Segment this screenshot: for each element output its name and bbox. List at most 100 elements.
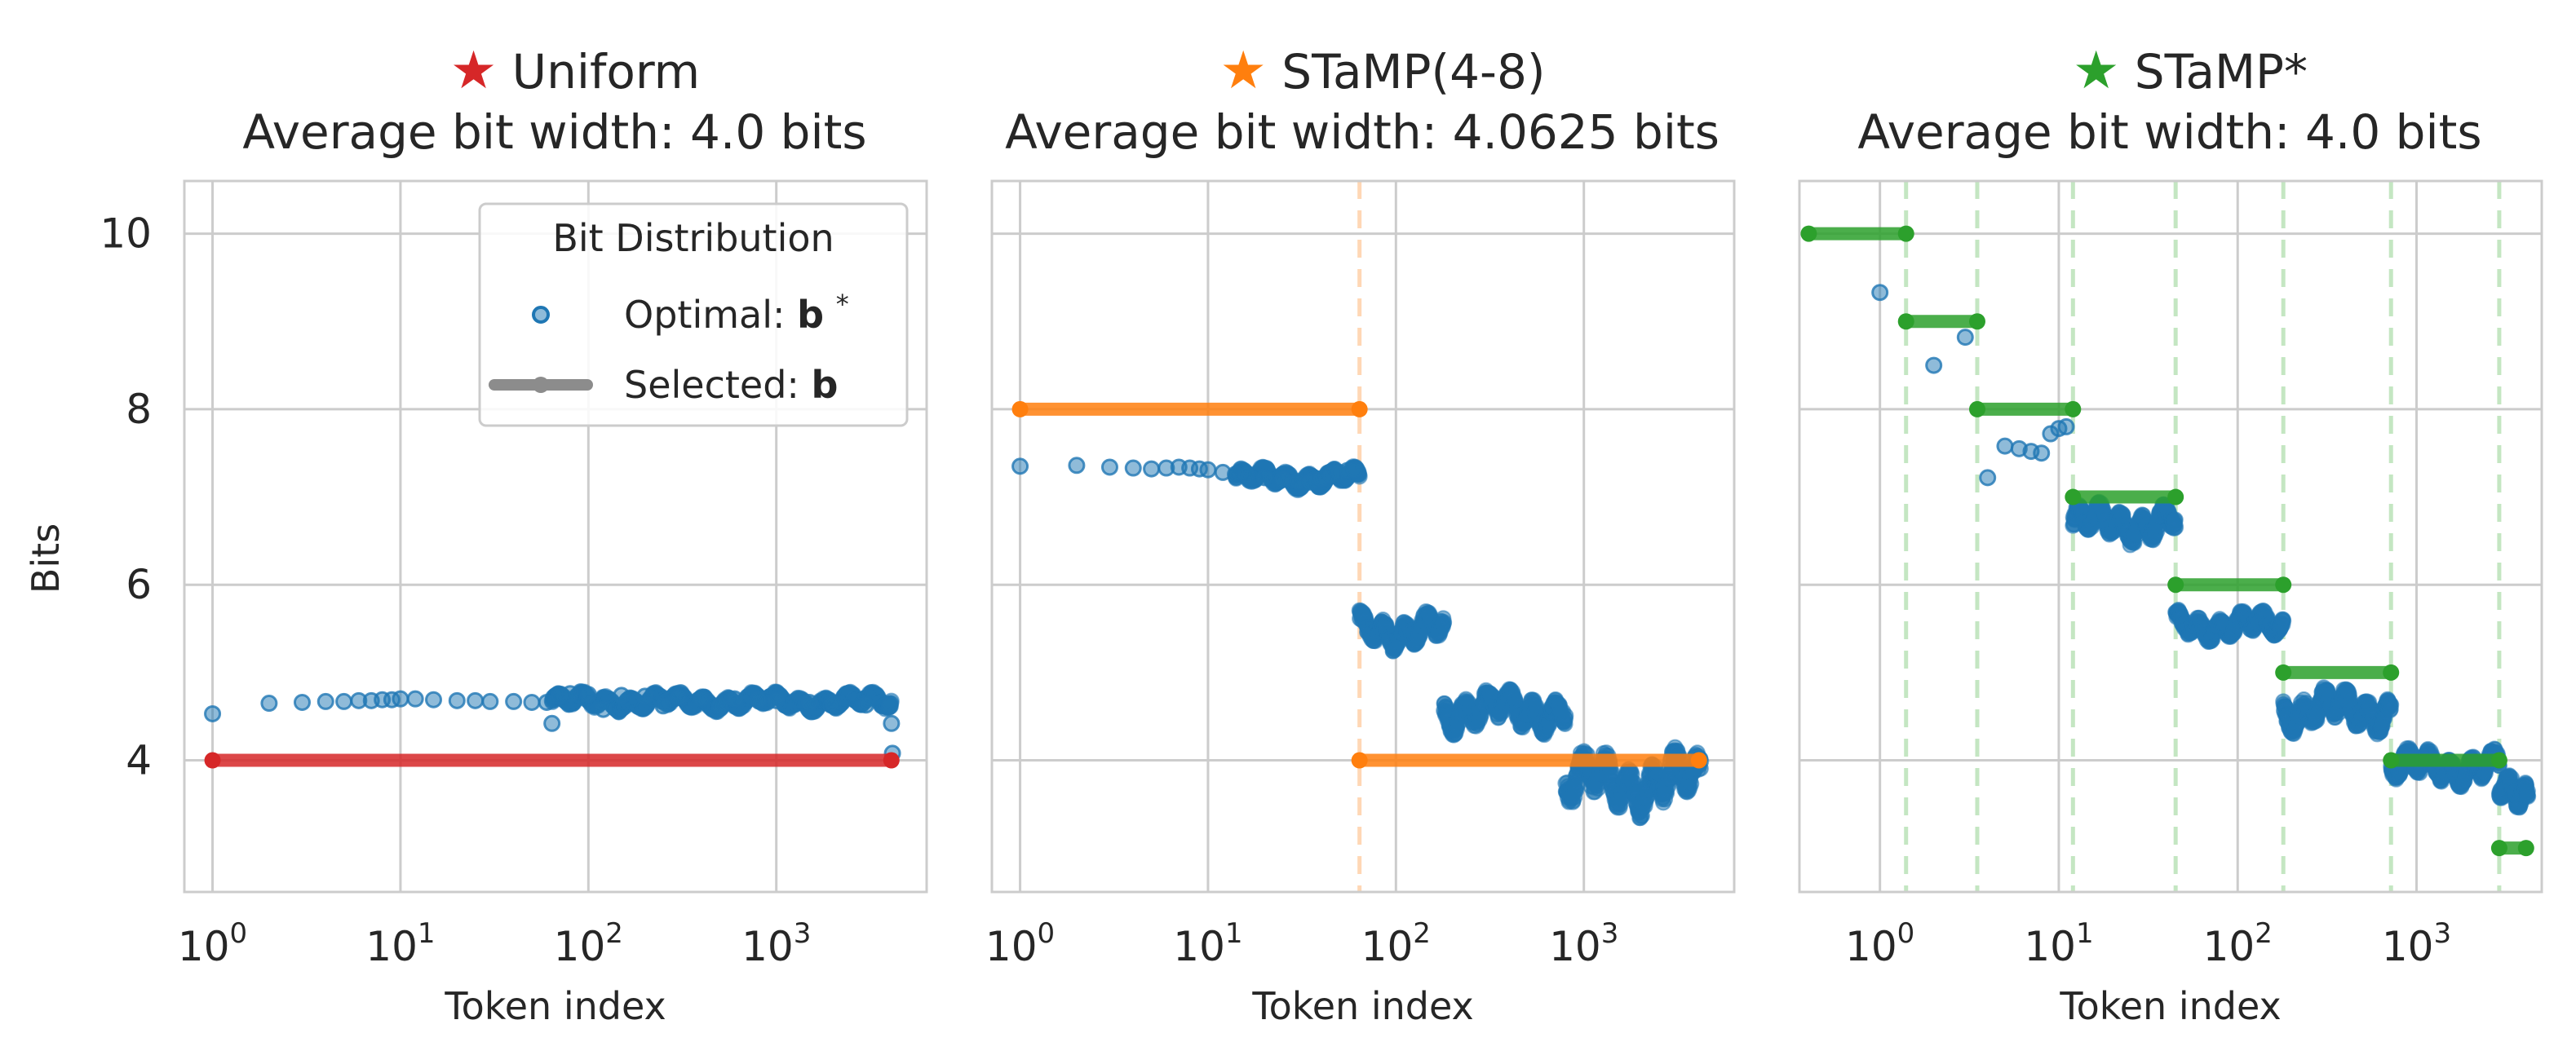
selected-segment-end bbox=[1351, 400, 1368, 417]
optimal-point bbox=[260, 695, 278, 713]
panel-stamp-4-8: ★ STaMP(4-8)Average bit width: 4.0625 bi… bbox=[985, 41, 1736, 1028]
legend: Bit Distribution Optimal: b * Selected: … bbox=[478, 202, 909, 427]
title-star-icon: ★ bbox=[450, 41, 497, 101]
x-tick-label: 100 bbox=[1845, 917, 1914, 970]
optimal-point bbox=[824, 695, 842, 713]
x-tick-exponent: 3 bbox=[1601, 917, 1619, 950]
title-star-icon: ★ bbox=[2073, 41, 2119, 101]
selected-segment-end bbox=[2275, 576, 2292, 594]
plot-area bbox=[1799, 181, 2542, 892]
optimal-point bbox=[1068, 457, 1086, 475]
optimal-point bbox=[1345, 461, 1363, 479]
selected-segment-start bbox=[204, 752, 221, 769]
legend-selected-symbol: b bbox=[812, 363, 839, 407]
title-spacer bbox=[2119, 44, 2134, 99]
selected-segment-start bbox=[1800, 225, 1817, 242]
title-name: STaMP(4-8) bbox=[1281, 44, 1545, 99]
title-spacer bbox=[1267, 44, 1281, 99]
x-tick-base: 10 bbox=[741, 923, 794, 970]
optimal-point bbox=[2057, 417, 2075, 435]
optimal-point bbox=[1274, 470, 1292, 488]
optimal-point bbox=[1925, 356, 1943, 374]
optimal-point bbox=[561, 685, 579, 703]
optimal-point bbox=[1557, 707, 1574, 724]
optimal-point bbox=[883, 714, 901, 732]
x-tick-base: 10 bbox=[985, 923, 1038, 970]
selected-segment-start bbox=[1897, 313, 1914, 330]
x-tick-label: 102 bbox=[2203, 917, 2273, 970]
optimal-point bbox=[316, 692, 334, 710]
x-tick-base: 10 bbox=[554, 923, 606, 970]
optimal-point bbox=[1124, 459, 1142, 477]
optimal-point bbox=[595, 700, 613, 718]
optimal-point bbox=[1011, 457, 1029, 475]
chart-title: ★ STaMP* bbox=[2073, 41, 2308, 101]
x-tick-exponent: 3 bbox=[2433, 917, 2451, 950]
x-tick-label: 100 bbox=[985, 917, 1055, 970]
optimal-point bbox=[1100, 458, 1118, 476]
x-tick-label: 103 bbox=[2382, 917, 2451, 970]
optimal-point bbox=[857, 696, 875, 714]
x-axis-label: Token index bbox=[2059, 984, 2281, 1028]
optimal-point bbox=[768, 691, 786, 709]
x-tick-label: 102 bbox=[554, 917, 623, 970]
optimal-point bbox=[2275, 612, 2292, 629]
optimal-point bbox=[726, 690, 744, 708]
x-tick-base: 10 bbox=[1361, 923, 1414, 970]
selected-segment-start bbox=[1011, 400, 1029, 417]
selected-segment-end bbox=[2383, 664, 2400, 681]
legend-box bbox=[478, 202, 909, 427]
y-tick-label: 6 bbox=[126, 561, 152, 608]
x-tick-exponent: 3 bbox=[794, 917, 812, 950]
optimal-point bbox=[406, 690, 424, 708]
optimal-point bbox=[425, 691, 443, 709]
x-axis-label: Token index bbox=[1251, 984, 1473, 1028]
optimal-point bbox=[543, 714, 561, 732]
optimal-point bbox=[710, 697, 728, 715]
selected-segment-start bbox=[2490, 840, 2507, 857]
optimal-point bbox=[467, 691, 485, 709]
optimal-point bbox=[204, 704, 222, 722]
x-tick-label: 103 bbox=[1549, 917, 1618, 970]
x-tick-exponent: 2 bbox=[2255, 917, 2273, 950]
x-axis-label: Token index bbox=[444, 984, 666, 1028]
title-name: STaMP* bbox=[2135, 44, 2308, 99]
selected-segment-end bbox=[2167, 488, 2184, 506]
legend-selected-label: Selected: bbox=[624, 363, 812, 407]
legend-optimal-entry: Optimal: b * bbox=[624, 289, 849, 337]
optimal-point bbox=[636, 687, 654, 705]
optimal-point bbox=[669, 688, 687, 706]
selected-segment-end bbox=[2065, 400, 2082, 417]
optimal-point bbox=[2167, 519, 2184, 536]
legend-selected-dot bbox=[533, 377, 549, 393]
selected-segment-start bbox=[2275, 664, 2292, 681]
chart-subtitle: Average bit width: 4.0625 bits bbox=[1005, 104, 1720, 160]
axes-frame bbox=[183, 179, 928, 894]
legend-title: Bit Distribution bbox=[552, 216, 834, 260]
optimal-point bbox=[1199, 461, 1217, 479]
optimal-point bbox=[880, 697, 898, 715]
optimal-point bbox=[523, 693, 541, 711]
selected-segment-end bbox=[2517, 840, 2534, 857]
optimal-point bbox=[2520, 788, 2537, 805]
selected-segment-start bbox=[2065, 488, 2082, 506]
x-tick-label: 101 bbox=[365, 917, 435, 970]
y-tick-label: 4 bbox=[126, 737, 152, 784]
selected-segment-start bbox=[2167, 576, 2184, 594]
optimal-point bbox=[448, 691, 466, 709]
x-tick-exponent: 0 bbox=[230, 917, 248, 950]
optimal-point bbox=[693, 689, 710, 707]
selected-segment-end bbox=[1897, 225, 1914, 242]
optimal-point bbox=[800, 693, 818, 711]
y-tick-label: 8 bbox=[126, 386, 152, 433]
x-tick-base: 10 bbox=[2203, 923, 2255, 970]
x-tick-base: 10 bbox=[2024, 923, 2076, 970]
x-tick-label: 101 bbox=[2024, 917, 2093, 970]
legend-optimal-symbol: b bbox=[797, 293, 824, 337]
optimal-point bbox=[2033, 444, 2051, 462]
optimal-point bbox=[613, 687, 631, 704]
legend-optimal-sup: * bbox=[836, 289, 849, 320]
